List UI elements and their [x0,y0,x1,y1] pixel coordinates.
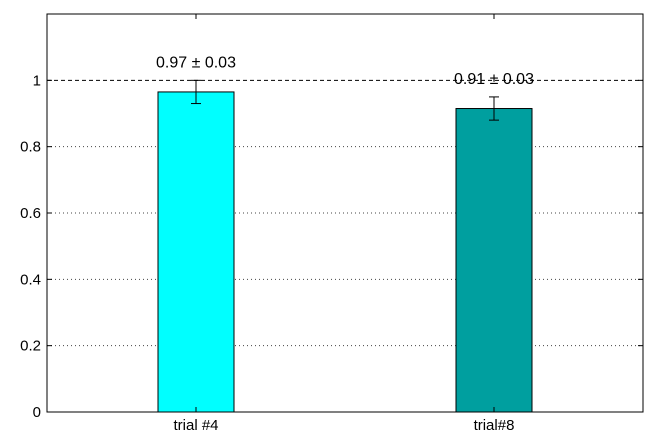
grid-lines [47,146,643,347]
y-tick-label-0: 0 [33,404,41,421]
data-labels: 0.97 ± 0.03 0.91 ± 0.03 [156,54,534,88]
x-axis-ticks: trial #4 trial#8 [173,14,514,434]
bars [157,91,533,413]
x-tick-label-0: trial #4 [173,417,218,434]
error-bars [191,79,499,121]
bar-1 [455,108,533,413]
plot-frame [46,13,644,413]
y-tick-label-2: 0.4 [20,271,41,288]
y-axis-ticks: 0 0.2 0.4 0.6 0.8 1 [20,72,643,421]
y-tick-label-1: 0.2 [20,338,41,355]
x-tick-label-1: trial#8 [474,417,515,434]
y-tick-label-3: 0.6 [20,205,41,222]
y-tick-label-4: 0.8 [20,139,41,156]
y-tick-label-5: 1 [33,72,41,89]
data-label-1: 0.91 ± 0.03 [454,71,534,88]
data-label-0: 0.97 ± 0.03 [156,54,236,71]
bar-0 [157,91,235,413]
